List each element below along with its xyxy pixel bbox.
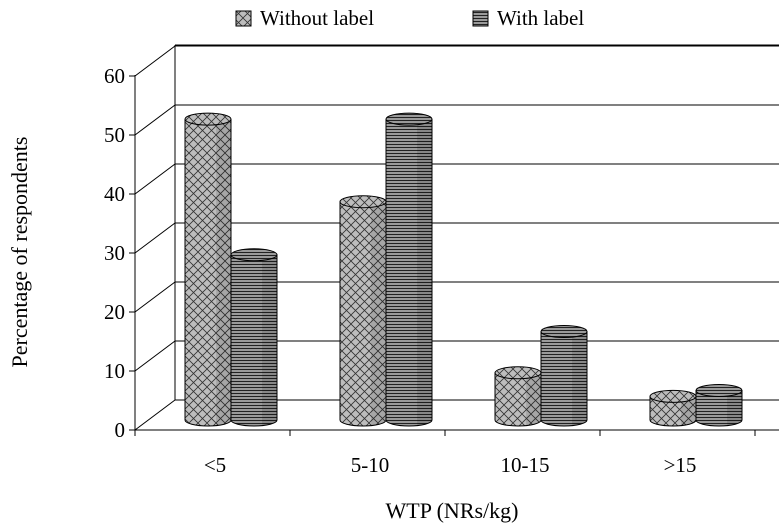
- legend-swatch-without-label: [235, 10, 252, 27]
- floor-left-edge: [134, 399, 176, 431]
- bar-shade: [526, 372, 541, 426]
- bar-1015-series-2: [540, 325, 588, 427]
- bar-body: [339, 201, 387, 427]
- x-tick-label: >15: [664, 453, 697, 477]
- bars: [184, 112, 743, 427]
- gridline-depth: [134, 163, 176, 195]
- legend-label-without-label: Without label: [260, 6, 374, 30]
- bar-top: [339, 195, 387, 209]
- bar-body: [230, 254, 278, 427]
- x-tick-label: <5: [204, 453, 226, 477]
- bar-body: [494, 372, 542, 427]
- bar-shade: [371, 201, 386, 426]
- bar-shade: [727, 390, 742, 426]
- bar-body: [649, 395, 697, 427]
- x-axis-title: WTP (NRs/kg): [385, 498, 518, 523]
- gridline-depth: [134, 340, 176, 372]
- bar-top: [385, 112, 433, 126]
- bar-top: [695, 384, 743, 397]
- bar-body: [385, 118, 433, 427]
- bar-top: [494, 366, 542, 380]
- bar-top: [649, 389, 697, 403]
- y-axis-title: Percentage of respondents: [7, 137, 32, 368]
- bar-1015-series-1: [494, 366, 542, 427]
- bar-510-series-2: [385, 112, 433, 427]
- bar-shade: [572, 331, 587, 426]
- gridline-depth: [134, 45, 176, 77]
- bar-5-series-2: [230, 248, 278, 427]
- gridline-depth: [134, 222, 176, 254]
- legend-label-with-label: With label: [497, 6, 584, 30]
- x-axis: <5 5-10 10-15 >15: [134, 430, 756, 477]
- bar-top: [540, 325, 588, 338]
- bar-510-series-1: [339, 195, 387, 427]
- y-axis: 0 10 20 30 40 50 60: [104, 64, 135, 442]
- bar-body: [695, 390, 743, 427]
- bar-15-series-2: [695, 384, 743, 427]
- x-tick-label: 10-15: [501, 453, 550, 477]
- y-tick-label: 0: [115, 418, 126, 442]
- y-tick-label: 60: [104, 64, 125, 88]
- bar-top: [230, 248, 278, 262]
- bar-body: [184, 118, 232, 427]
- gridline-depth: [134, 104, 176, 136]
- y-tick-label: 40: [104, 182, 125, 206]
- bar-shade: [216, 119, 231, 426]
- bar-5-series-1: [184, 112, 232, 427]
- gridline-depth: [134, 281, 176, 313]
- plot-area: 0 10 20 30 40 50 60 <5 5-10 10-15 >15: [104, 44, 779, 477]
- y-tick-label: 20: [104, 300, 125, 324]
- y-tick-label: 30: [104, 241, 125, 265]
- bar-shade: [262, 254, 277, 426]
- bar-shade: [681, 396, 696, 426]
- bar-body: [540, 331, 588, 427]
- x-tick-label: 5-10: [351, 453, 390, 477]
- y-tick-label: 10: [104, 359, 125, 383]
- legend-swatch-with-label: [472, 10, 489, 27]
- legend: Without label With label: [235, 6, 584, 30]
- bar-shade: [417, 119, 432, 426]
- bar-15-series-1: [649, 389, 697, 427]
- y-tick-label: 50: [104, 123, 125, 147]
- bar-top: [184, 112, 232, 126]
